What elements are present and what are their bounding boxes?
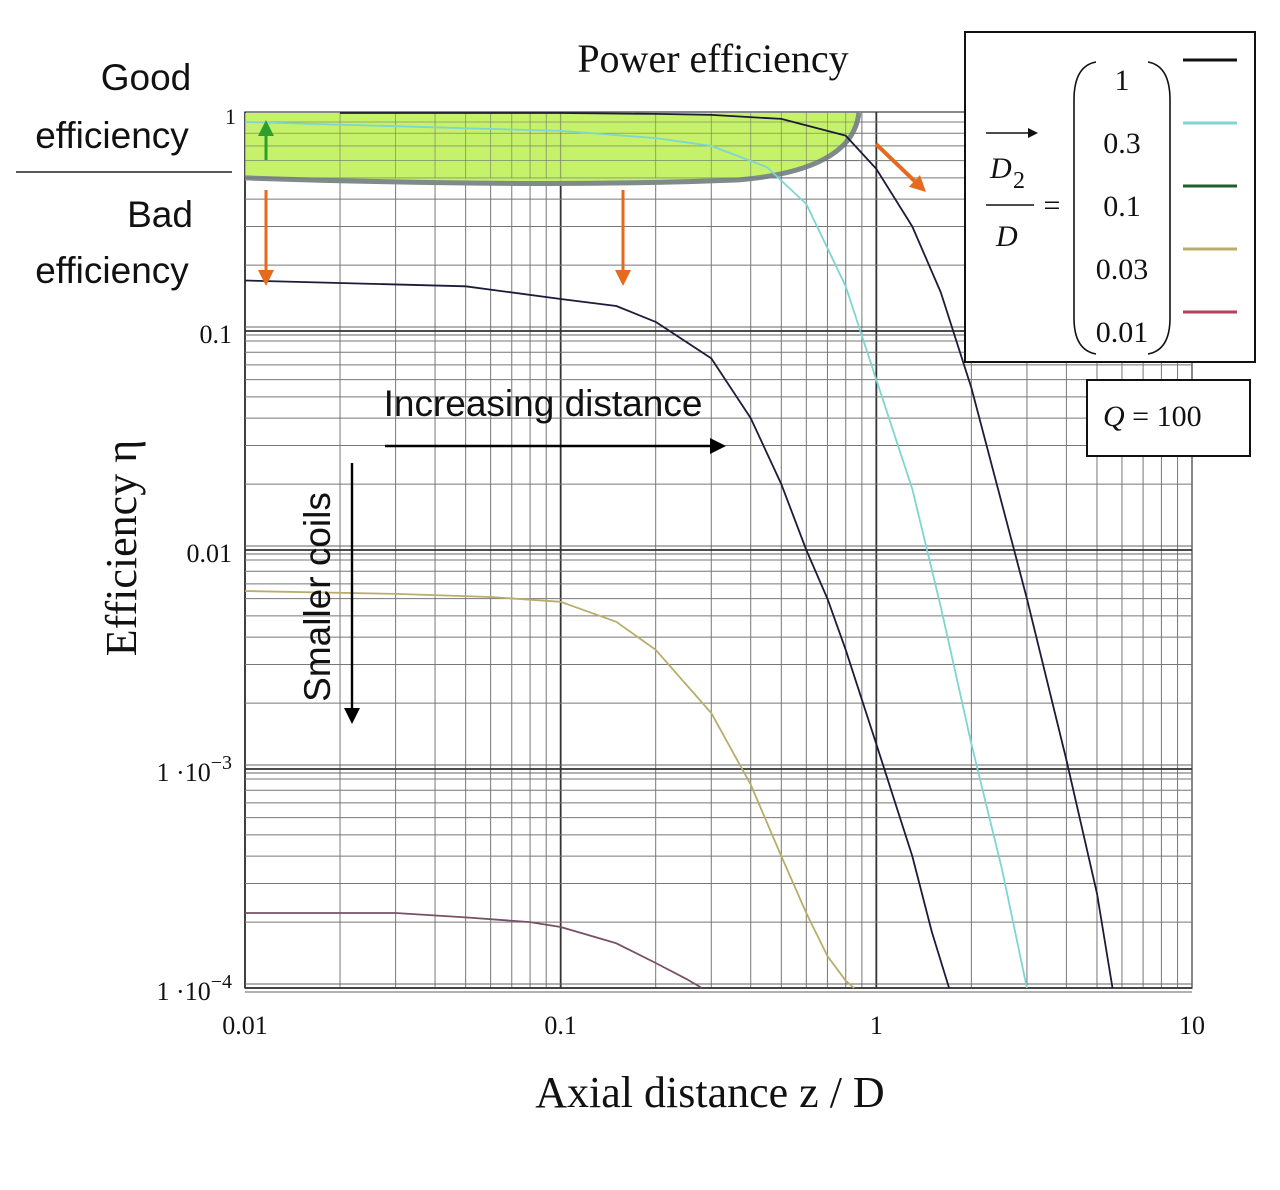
legend-equals: = (1044, 189, 1061, 222)
good-label-line1: Good (101, 57, 192, 98)
legend-numerator: D (989, 152, 1012, 185)
x-tick-label: 10 (1179, 1011, 1205, 1040)
good-label-line2: efficiency (35, 115, 189, 156)
smaller-coils-arrow (344, 463, 360, 724)
x-tick-label: 0.01 (222, 1011, 268, 1040)
y-tick-label: 0.1 (200, 320, 233, 349)
legend-subscript: 2 (1013, 168, 1025, 194)
chart-title: Power efficiency (577, 36, 848, 81)
good-region-boundary (244, 112, 862, 186)
legend-left-paren (1073, 61, 1097, 355)
down-arrow-orange-center (615, 190, 631, 286)
y-tick-label: 1 ·10−3 (157, 752, 232, 787)
diagonal-arrow-orange (874, 142, 926, 192)
q-parameter-box: Q = 100 (1086, 379, 1251, 457)
legend-entry-label: 0.03 (1096, 253, 1149, 286)
legend: D 2 D = 1 0.3 0.1 0.03 0.01 (964, 31, 1256, 363)
legend-right-paren (1147, 61, 1171, 355)
increasing-distance-arrow (385, 438, 726, 454)
bad-label-line2: efficiency (35, 250, 189, 291)
series-line-3 (244, 279, 950, 989)
x-tick-label: 1 (870, 1011, 883, 1040)
y-tick-label: 0.01 (187, 539, 233, 568)
bad-label-line1: Bad (127, 194, 193, 235)
down-arrow-orange-left (258, 190, 274, 286)
y-tick-label: 1 ·10−4 (157, 971, 232, 1006)
series-line-4 (244, 590, 855, 989)
annotations (258, 120, 926, 724)
smaller-coils-label: Smaller coils (297, 492, 338, 702)
series-line-2 (244, 121, 1028, 989)
good-region-fill (245, 113, 859, 184)
q-symbol: Q (1103, 400, 1125, 433)
legend-vector-arrow (986, 128, 1038, 138)
svg-text:Q = 100: Q = 100 (1103, 400, 1202, 433)
series-line-1 (340, 112, 1114, 989)
x-axis-label: Axial distance z / D (535, 1068, 884, 1117)
legend-box (964, 31, 1256, 363)
series-lines (244, 112, 1114, 989)
increasing-distance-label: Increasing distance (384, 383, 703, 424)
axis-ticks: 0.01 0.1 1 10 1 0.1 0.01 1 ·10−3 1 ·10−4 (157, 104, 1205, 1040)
good-efficiency-region (244, 112, 862, 186)
up-arrow-green (258, 120, 274, 160)
x-tick-label: 0.1 (544, 1011, 577, 1040)
legend-denominator: D (995, 220, 1018, 253)
legend-entry-label: 0.3 (1103, 127, 1141, 160)
legend-entry-label: 0.01 (1096, 316, 1149, 349)
q-value: = 100 (1125, 400, 1202, 433)
legend-entry-label: 1 (1115, 64, 1130, 97)
legend-entry-label: 0.1 (1103, 190, 1141, 223)
y-tick-label: 1 (225, 104, 236, 129)
y-axis-label: Efficiency η (97, 440, 146, 656)
series-line-5 (245, 912, 703, 989)
